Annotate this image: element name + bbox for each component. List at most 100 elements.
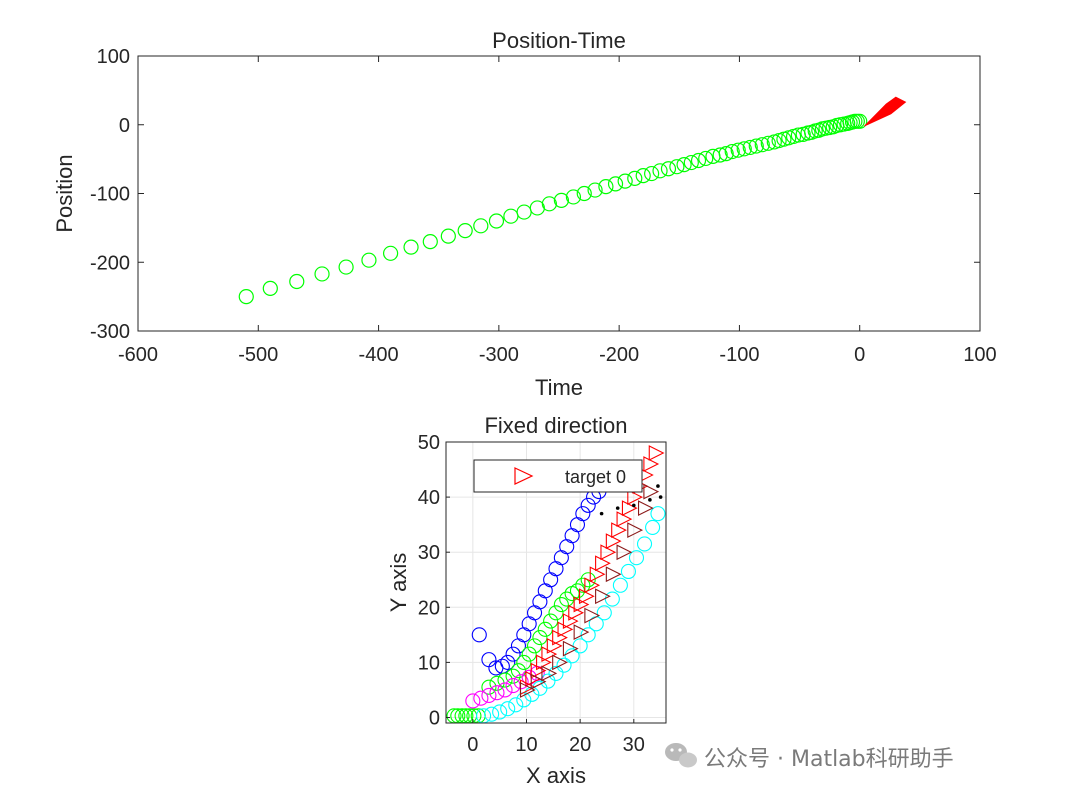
green-point — [543, 613, 559, 629]
target-0-point — [530, 662, 547, 679]
cyan-point — [500, 701, 516, 717]
trajectory-point — [748, 138, 764, 154]
dark-red-point — [627, 522, 644, 539]
cyan-point — [604, 591, 620, 607]
trajectory-point — [576, 185, 592, 202]
y-tick-label: 10 — [418, 652, 440, 674]
fixed-direction-ticks: 0 10 20 30 0 10 20 30 40 50 — [418, 432, 645, 756]
trajectory-point — [262, 280, 278, 296]
target-0-point — [541, 646, 558, 663]
green-point — [516, 654, 532, 670]
x-tick-label: -500 — [238, 344, 278, 366]
cyan-point — [596, 605, 612, 621]
black-point — [615, 506, 620, 510]
y-tick-label: 0 — [119, 115, 130, 137]
target-0-point — [557, 621, 574, 638]
cyan-point — [548, 665, 564, 681]
trajectory-point — [361, 252, 377, 268]
blue-point — [471, 627, 487, 643]
dark-red-point — [643, 483, 660, 500]
dark-red-point — [573, 624, 590, 640]
target-0-point — [595, 555, 611, 572]
trajectory-point — [730, 142, 746, 158]
trajectory-point — [683, 154, 699, 171]
target-0-point — [584, 577, 601, 594]
y-tick-label: 100 — [97, 46, 130, 68]
y-tick-label: 20 — [418, 597, 440, 619]
trajectory-point — [617, 173, 633, 189]
dark-red-point — [552, 654, 568, 671]
dark-red-point — [595, 588, 611, 605]
y-tick-label: 50 — [418, 432, 440, 454]
cyan-point — [636, 536, 653, 552]
target-0-point — [589, 566, 606, 583]
cyan-point — [620, 563, 636, 580]
fixed-direction-axes-box — [445, 441, 667, 724]
magenta-point — [497, 682, 513, 698]
target-0-point — [605, 533, 622, 550]
trajectory-point — [669, 159, 685, 175]
cyan-point — [492, 704, 508, 720]
black-point — [632, 503, 636, 508]
y-tick-label: -200 — [90, 252, 130, 274]
trajectory-point — [314, 266, 330, 282]
magenta-point — [513, 674, 529, 690]
trajectory-point — [587, 182, 603, 198]
target-0-point — [536, 654, 552, 671]
cyan-point — [556, 657, 572, 673]
y-tick-label: -300 — [90, 321, 130, 343]
trajectory-point — [403, 239, 419, 255]
green-point — [505, 668, 521, 684]
magenta-point — [481, 687, 497, 704]
y-tick-label: -100 — [90, 184, 130, 206]
dark-red-point — [616, 544, 633, 561]
trajectory-point — [652, 163, 668, 179]
black-point — [656, 484, 660, 488]
trajectory-point — [635, 168, 651, 184]
green-point — [537, 621, 553, 637]
green-point — [526, 638, 543, 654]
trajectory-point — [712, 147, 728, 163]
magenta-point — [473, 690, 489, 706]
target-0-point — [616, 511, 633, 528]
position-time-x-axis-label: Time — [535, 375, 583, 400]
target-0-point — [546, 637, 563, 654]
fixed-direction-marks — [446, 445, 666, 724]
dark-red-point — [530, 673, 547, 690]
blue-point — [505, 646, 521, 662]
target-0-point — [627, 489, 644, 505]
fixed-direction-chart: 0 10 20 30 0 10 20 30 40 50 target 0 Fixed direct… — [386, 413, 667, 788]
black-point — [658, 495, 663, 499]
x-tick-label: -100 — [719, 344, 759, 366]
cyan-point — [564, 648, 580, 664]
green-point — [521, 646, 537, 662]
watermark: 公众号 · Matlab科研助手 — [665, 743, 954, 772]
trajectory-point — [440, 228, 456, 244]
green-point — [532, 630, 548, 646]
target-0-point — [562, 613, 579, 629]
x-tick-label: -400 — [359, 344, 399, 366]
cyan-point — [580, 627, 596, 643]
x-tick-label: -300 — [479, 344, 519, 366]
trajectory-point — [736, 141, 752, 157]
trajectory-point — [718, 146, 734, 162]
y-tick-label: 40 — [418, 487, 440, 509]
position-time-chart: -600 -500 -400 -300 -200 -100 0 100 -300 -200 -100… — [52, 28, 997, 400]
target-0-point — [552, 629, 568, 646]
target-0-point — [621, 500, 638, 517]
trajectory-point — [473, 218, 489, 234]
target-0-point — [573, 596, 590, 613]
x-tick-label: -200 — [599, 344, 639, 366]
position-time-marks — [238, 96, 907, 305]
black-point — [648, 498, 652, 502]
trajectory-point — [724, 143, 740, 160]
watermark-text: 公众号 · Matlab科研助手 — [704, 747, 954, 772]
trajectory-point — [289, 273, 305, 290]
trajectory-point — [742, 139, 758, 156]
trajectory-point — [488, 213, 505, 229]
wechat-icon — [665, 743, 697, 768]
x-tick-label: 0 — [467, 734, 478, 756]
trajectory-point — [627, 170, 643, 186]
trajectory-point — [565, 189, 582, 205]
